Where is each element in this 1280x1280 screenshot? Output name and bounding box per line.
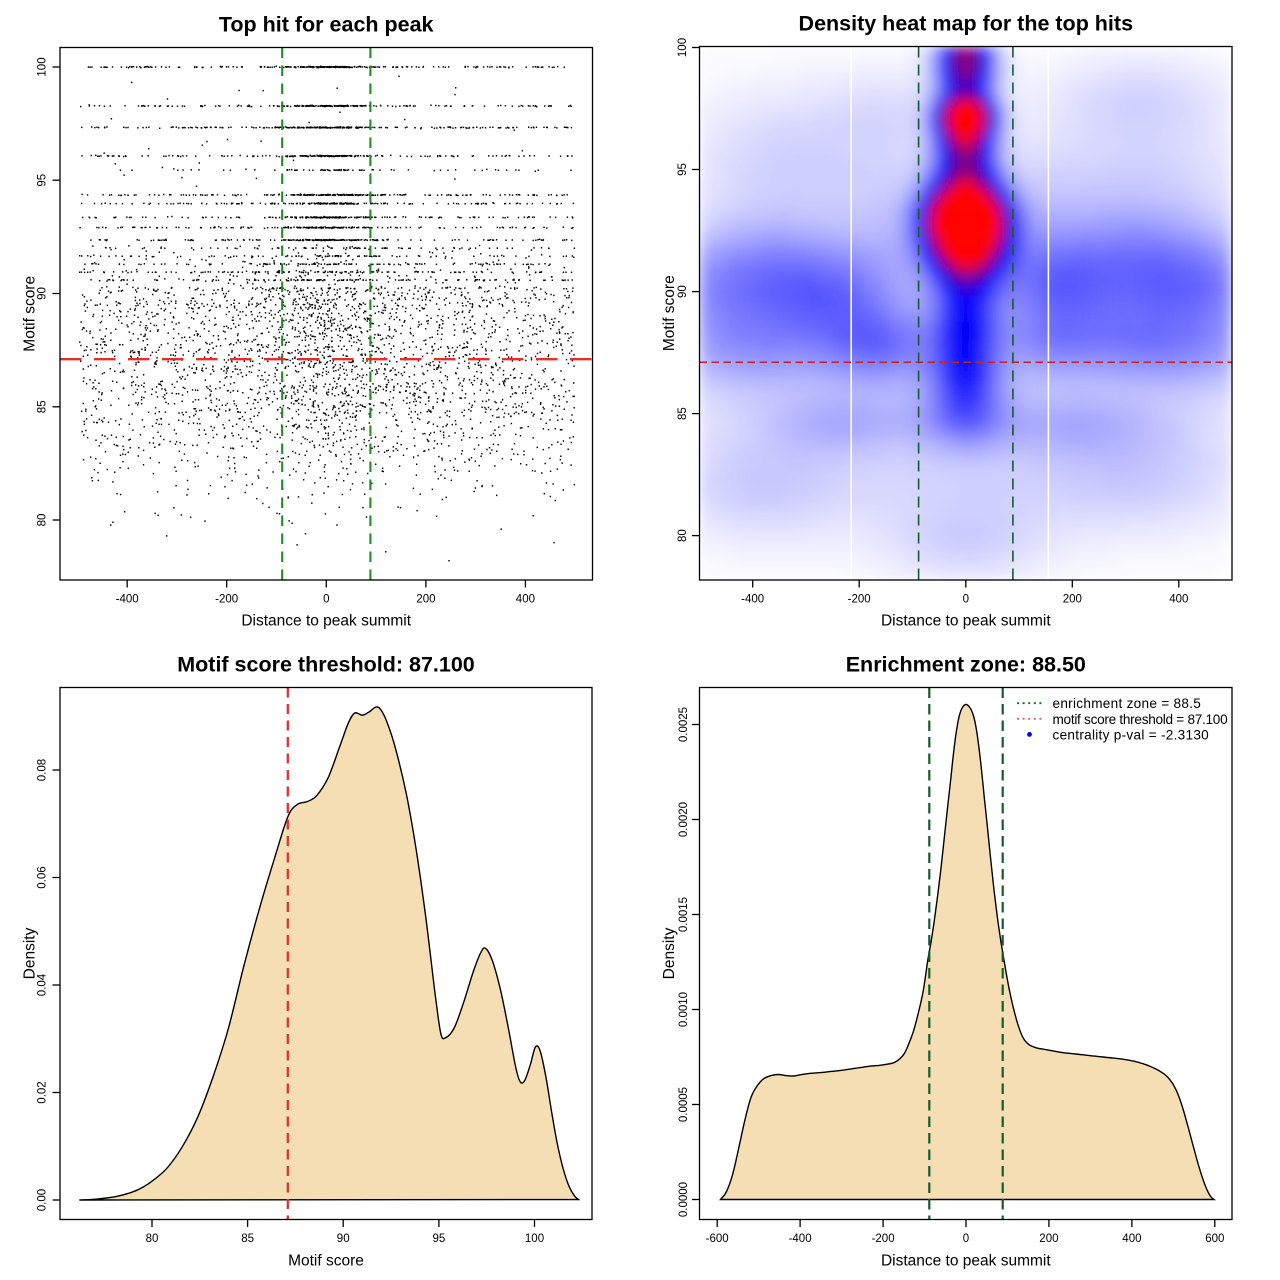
svg-text:95: 95 [433,1233,446,1245]
svg-text:0.0010: 0.0010 [678,992,690,1027]
svg-text:0.0000: 0.0000 [678,1182,690,1217]
svg-text:Enrichment zone: 88.50: Enrichment zone: 88.50 [846,653,1086,677]
svg-text:motif score threshold = 87.100: motif score threshold = 87.100 [1053,712,1229,727]
svg-text:0.0005: 0.0005 [678,1087,690,1122]
svg-text:-600: -600 [706,1233,729,1245]
svg-text:0.02: 0.02 [37,1081,49,1103]
svg-text:90: 90 [677,285,689,298]
svg-text:0.0020: 0.0020 [678,802,690,837]
svg-text:95: 95 [677,163,689,176]
svg-text:90: 90 [37,287,49,300]
svg-text:Motif score: Motif score [22,276,39,352]
svg-text:0.04: 0.04 [37,973,49,996]
svg-text:-400: -400 [789,1233,812,1245]
svg-text:Distance to peak summit: Distance to peak summit [881,613,1051,630]
svg-text:0.06: 0.06 [37,866,49,888]
svg-text:centrality p-val = -2.3130: centrality p-val = -2.3130 [1053,727,1210,742]
svg-text:0.0025: 0.0025 [678,707,690,742]
svg-text:Density: Density [661,927,678,979]
svg-text:80: 80 [146,1233,159,1245]
svg-text:400: 400 [516,594,535,606]
svg-text:80: 80 [677,529,689,542]
svg-text:-200: -200 [215,594,238,606]
svg-text:Density heat map for the top h: Density heat map for the top hits [799,12,1134,36]
svg-text:0: 0 [963,594,969,606]
svg-text:90: 90 [337,1233,350,1245]
svg-text:200: 200 [1063,594,1082,606]
svg-text:Density: Density [22,927,39,979]
svg-text:Top hit for each peak: Top hit for each peak [219,13,434,37]
svg-text:0.00: 0.00 [37,1189,49,1211]
svg-text:0: 0 [963,1233,969,1245]
svg-text:Motif score: Motif score [288,1253,364,1270]
svg-text:Motif score threshold: 87.100: Motif score threshold: 87.100 [177,653,475,677]
svg-text:0: 0 [323,594,329,606]
svg-text:600: 600 [1205,1233,1224,1245]
svg-text:-400: -400 [741,594,764,606]
svg-text:enrichment zone = 88.5: enrichment zone = 88.5 [1053,696,1202,711]
svg-text:100: 100 [677,38,689,57]
svg-text:Distance to peak summit: Distance to peak summit [241,613,411,630]
svg-text:95: 95 [37,174,49,187]
svg-text:-400: -400 [116,594,139,606]
svg-text:85: 85 [241,1233,254,1245]
svg-text:200: 200 [416,594,435,606]
svg-text:100: 100 [525,1233,544,1245]
svg-text:80: 80 [37,514,49,527]
svg-text:Distance to peak summit: Distance to peak summit [881,1253,1051,1270]
svg-text:200: 200 [1039,1233,1058,1245]
svg-text:-200: -200 [872,1233,895,1245]
svg-text:0.08: 0.08 [37,759,49,781]
svg-text:400: 400 [1122,1233,1141,1245]
svg-text:0.0015: 0.0015 [678,897,690,932]
svg-text:Motif score: Motif score [661,275,678,351]
svg-text:-200: -200 [848,594,871,606]
svg-text:85: 85 [37,400,49,413]
svg-text:85: 85 [677,407,689,420]
svg-text:100: 100 [37,57,49,76]
svg-text:400: 400 [1169,594,1188,606]
